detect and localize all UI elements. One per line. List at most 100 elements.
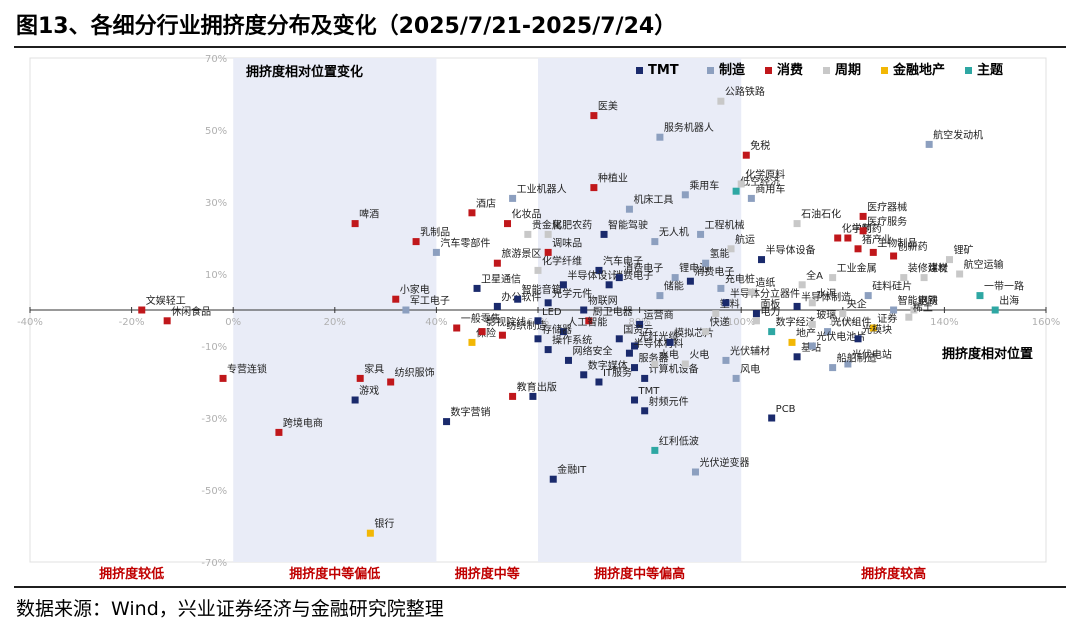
point-label: 乳制品 — [420, 226, 450, 239]
point-marker — [702, 328, 710, 336]
point-label: 工业金属 — [837, 262, 877, 275]
point-marker — [509, 194, 517, 202]
y-tick-label: -50% — [201, 486, 227, 497]
legend-entry: 周期 — [835, 63, 861, 78]
point-marker — [697, 230, 705, 238]
point-label: 光学元件 — [552, 287, 592, 300]
point-label: 工业机器人 — [517, 182, 567, 195]
point-marker — [808, 299, 816, 307]
legend-swatch — [765, 67, 772, 74]
legend-swatch — [965, 67, 972, 74]
point-marker — [890, 252, 898, 260]
point-label: 光模块 — [862, 323, 892, 336]
point-label: 办公软件 — [501, 290, 541, 303]
legend-entry: 消费 — [777, 62, 803, 78]
point-marker — [829, 274, 837, 282]
point-label: LED — [542, 307, 562, 318]
point-marker — [758, 256, 766, 264]
point-marker — [412, 238, 420, 246]
point-marker — [854, 245, 862, 253]
point-marker — [504, 220, 512, 228]
point-marker — [864, 292, 872, 300]
point-label: 智能音箱 — [522, 283, 562, 296]
point-marker — [590, 184, 598, 192]
point-label: 旅游景区 — [501, 247, 541, 260]
point-marker — [544, 230, 552, 238]
point-label: 半导体分立器件 — [730, 287, 800, 300]
point-marker — [920, 274, 928, 282]
point-label: 航空发动机 — [933, 128, 983, 141]
point-label: 无人机 — [659, 226, 689, 239]
point-marker — [534, 266, 542, 274]
point-marker — [869, 324, 877, 332]
point-label: 机床工具 — [633, 193, 673, 206]
point-label: 出海 — [999, 294, 1019, 307]
point-marker — [559, 281, 567, 289]
point-marker — [387, 378, 395, 386]
point-label: 卫星通信 — [481, 273, 521, 285]
point-marker — [356, 374, 364, 382]
point-label: 半导体设计 — [567, 269, 617, 282]
point-marker — [752, 317, 760, 325]
point-label: 电力 — [760, 305, 780, 318]
point-label: 数字经济 — [776, 316, 816, 329]
point-label: 智能电网 — [898, 294, 938, 307]
source-rule — [14, 586, 1066, 588]
legend-swatch — [823, 67, 830, 74]
point-label: 一带一路 — [984, 280, 1024, 293]
point-label: 煤炭 — [928, 262, 948, 275]
point-marker — [681, 360, 689, 368]
point-marker — [651, 360, 659, 368]
point-label: 证券 — [877, 312, 897, 325]
point-label: 消费电子 — [694, 265, 734, 278]
point-label: 消费电子 — [623, 262, 663, 275]
x-tick-label: 140% — [930, 317, 959, 328]
point-label: 出版 — [537, 380, 557, 393]
point-label: 储能 — [664, 280, 684, 293]
point-marker — [351, 220, 359, 228]
point-label: 钢铁 — [918, 294, 938, 307]
point-marker — [163, 317, 171, 325]
point-label: 商用车 — [755, 182, 785, 195]
point-marker — [651, 238, 659, 246]
point-label: 数字营销 — [451, 406, 491, 419]
point-marker — [138, 306, 146, 314]
point-marker — [844, 360, 852, 368]
point-label: 硅料硅片 — [872, 280, 912, 293]
x-tick-label: 100% — [727, 317, 756, 328]
point-label: 玻璃 — [816, 308, 836, 321]
point-marker — [468, 209, 476, 217]
point-label: 快递 — [710, 316, 730, 329]
point-label: 银行 — [374, 517, 394, 530]
point-label: 化妆品 — [512, 208, 542, 221]
legend-entry: TMT — [648, 63, 679, 78]
point-label: 全A — [806, 269, 823, 282]
point-marker — [595, 378, 603, 386]
point-label: 汽车电子 — [603, 254, 643, 267]
point-marker — [737, 180, 745, 188]
point-label: 化学纤维 — [542, 254, 582, 267]
point-label: TMT — [638, 386, 661, 397]
point-label: 船舶制造 — [837, 352, 877, 365]
tick-labels: -40%-20%0%20%40%60%80%100%120%140%160%70… — [17, 54, 1060, 569]
point-marker — [666, 338, 674, 346]
point-label: 运营商 — [644, 308, 674, 321]
point-marker — [671, 274, 679, 282]
point-marker — [443, 418, 451, 426]
point-label: PCB — [776, 404, 796, 415]
y-tick-label: 30% — [205, 198, 227, 209]
point-label: 啤酒 — [359, 209, 379, 221]
point-label: 化学原料 — [745, 168, 785, 181]
point-marker — [945, 256, 953, 264]
point-marker — [681, 191, 689, 199]
point-marker — [631, 396, 639, 404]
point-marker — [829, 364, 837, 372]
point-label: 厨卫电器 — [593, 305, 633, 318]
point-label: 军工电子 — [410, 294, 450, 307]
legend-entry: 主题 — [977, 62, 1004, 78]
x-tick-label: 40% — [425, 317, 447, 328]
point-marker — [615, 274, 623, 282]
x-tick-label: -20% — [119, 317, 145, 328]
point-marker — [844, 234, 852, 242]
point-marker — [595, 266, 603, 274]
